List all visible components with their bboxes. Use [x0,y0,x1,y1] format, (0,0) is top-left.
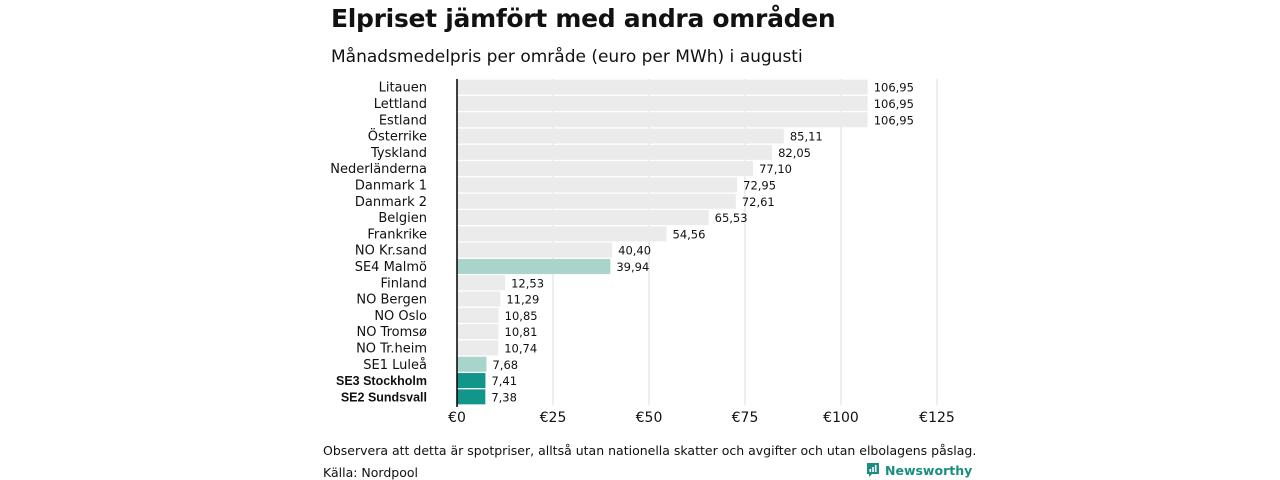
value-label: 65,53 [715,211,748,225]
bar [457,258,611,274]
category-label: NO Tr.heim [356,341,427,356]
bar [457,210,709,226]
value-label: 40,40 [618,244,651,258]
value-label: 39,94 [616,260,649,274]
bar [457,161,754,177]
bar [457,242,613,258]
bar [457,340,499,356]
bar-chart: 106,95 Litauen 106,95 Lettland 106,95 Estland… [330,79,955,426]
bar [457,324,499,340]
category-label: NO Kr.sand [355,244,427,259]
newsworthy-brand[interactable]: Newsworthy [866,462,972,478]
value-label: 72,95 [743,178,776,192]
bar [457,275,506,291]
value-label: 82,05 [778,146,811,160]
value-label: 12,53 [511,276,544,290]
value-label: 7,38 [491,390,517,404]
source-text: Källa: Nordpool [323,465,418,480]
category-label: Estland [379,113,427,128]
value-label: 11,29 [506,293,539,307]
category-label: Danmark 2 [355,195,427,210]
value-label: 10,74 [504,341,537,355]
value-label: 7,68 [492,358,518,372]
value-label: 106,95 [874,81,914,95]
bar [457,144,773,160]
value-label: 106,95 [874,113,914,127]
x-tick-label: €75 [732,410,759,426]
category-label: Nederländerna [330,162,427,177]
bar [457,95,868,111]
category-label: SE3 Stockholm [336,374,427,388]
bar [457,79,868,95]
value-label: 77,10 [759,162,792,176]
value-label: 106,95 [874,97,914,111]
category-label: NO Bergen [356,293,427,308]
category-label: Frankrike [367,227,427,242]
x-tick-label: €125 [919,410,955,426]
bar [457,356,487,372]
footnote: Observera att detta är spotpriser, allts… [323,443,977,458]
value-label: 54,56 [673,227,706,241]
brand-name: Newsworthy [885,462,973,478]
x-tick-label: €25 [540,410,567,426]
category-label: Tyskland [370,146,427,161]
bar [457,193,736,209]
bar [457,389,486,405]
category-label: Österrike [368,128,427,145]
category-label: Litauen [379,81,427,96]
category-label: Finland [381,276,427,291]
value-label: 10,85 [505,309,538,323]
bar [457,291,501,307]
value-label: 7,41 [491,374,517,388]
category-label: SE2 Sundsvall [341,390,427,404]
value-label: 85,11 [790,130,823,144]
bar [457,112,868,128]
x-tick-label: €100 [823,410,859,426]
value-label: 10,81 [505,325,538,339]
category-label: Danmark 1 [355,178,427,193]
x-tick-label: €0 [448,410,466,426]
bar [457,128,784,144]
x-tick-label: €50 [636,410,663,426]
bar [457,373,486,389]
value-label: 72,61 [742,195,775,209]
category-label: Lettland [374,97,427,112]
newsworthy-logo-icon [867,463,879,477]
category-label: NO Oslo [374,309,427,324]
category-label: Belgien [378,211,427,226]
bar [457,226,667,242]
bar [457,307,499,323]
bar [457,177,738,193]
category-label: SE4 Malmö [355,260,427,275]
category-label: SE1 Luleå [363,358,427,373]
chart-title: Elpriset jämfört med andra områden [331,4,836,33]
category-label: NO Tromsø [356,325,427,340]
chart-subtitle: Månadsmedelpris per område (euro per MWh… [331,47,803,67]
